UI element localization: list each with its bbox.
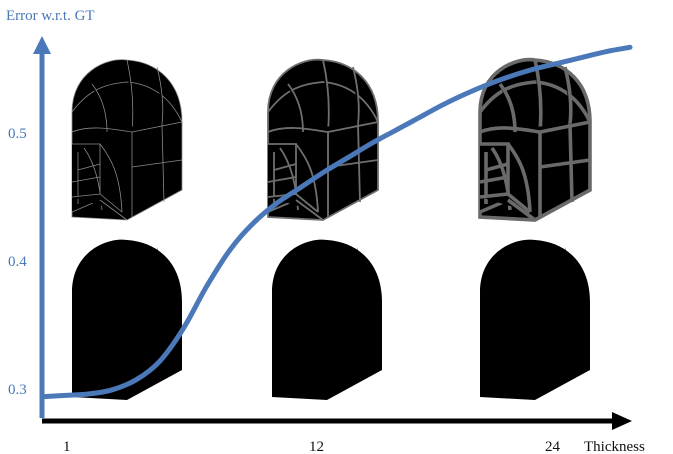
y-axis-arrow-icon (33, 36, 51, 54)
x-axis (42, 412, 632, 430)
x-axis-label: Thickness (584, 439, 645, 454)
y-axis (33, 36, 51, 418)
blue-wireframe-24 (480, 239, 590, 400)
x-tick-label-1: 1 (63, 439, 71, 454)
y-tick-label-0-5: 0.5 (8, 126, 27, 142)
x-axis-arrow-icon (612, 412, 632, 430)
x-tick-label-24: 24 (545, 439, 561, 454)
y-tick-label-0-3: 0.3 (8, 382, 27, 398)
gray-wireframe-thin (71, 59, 183, 221)
blue-wireframe-1 (72, 239, 182, 400)
y-tick-label-0-4: 0.4 (8, 254, 27, 270)
y-axis-label: Error w.r.t. GT (6, 8, 95, 24)
x-tick-label-12: 12 (309, 439, 324, 454)
blue-wireframe-12 (272, 239, 382, 400)
series-line (39, 44, 633, 400)
